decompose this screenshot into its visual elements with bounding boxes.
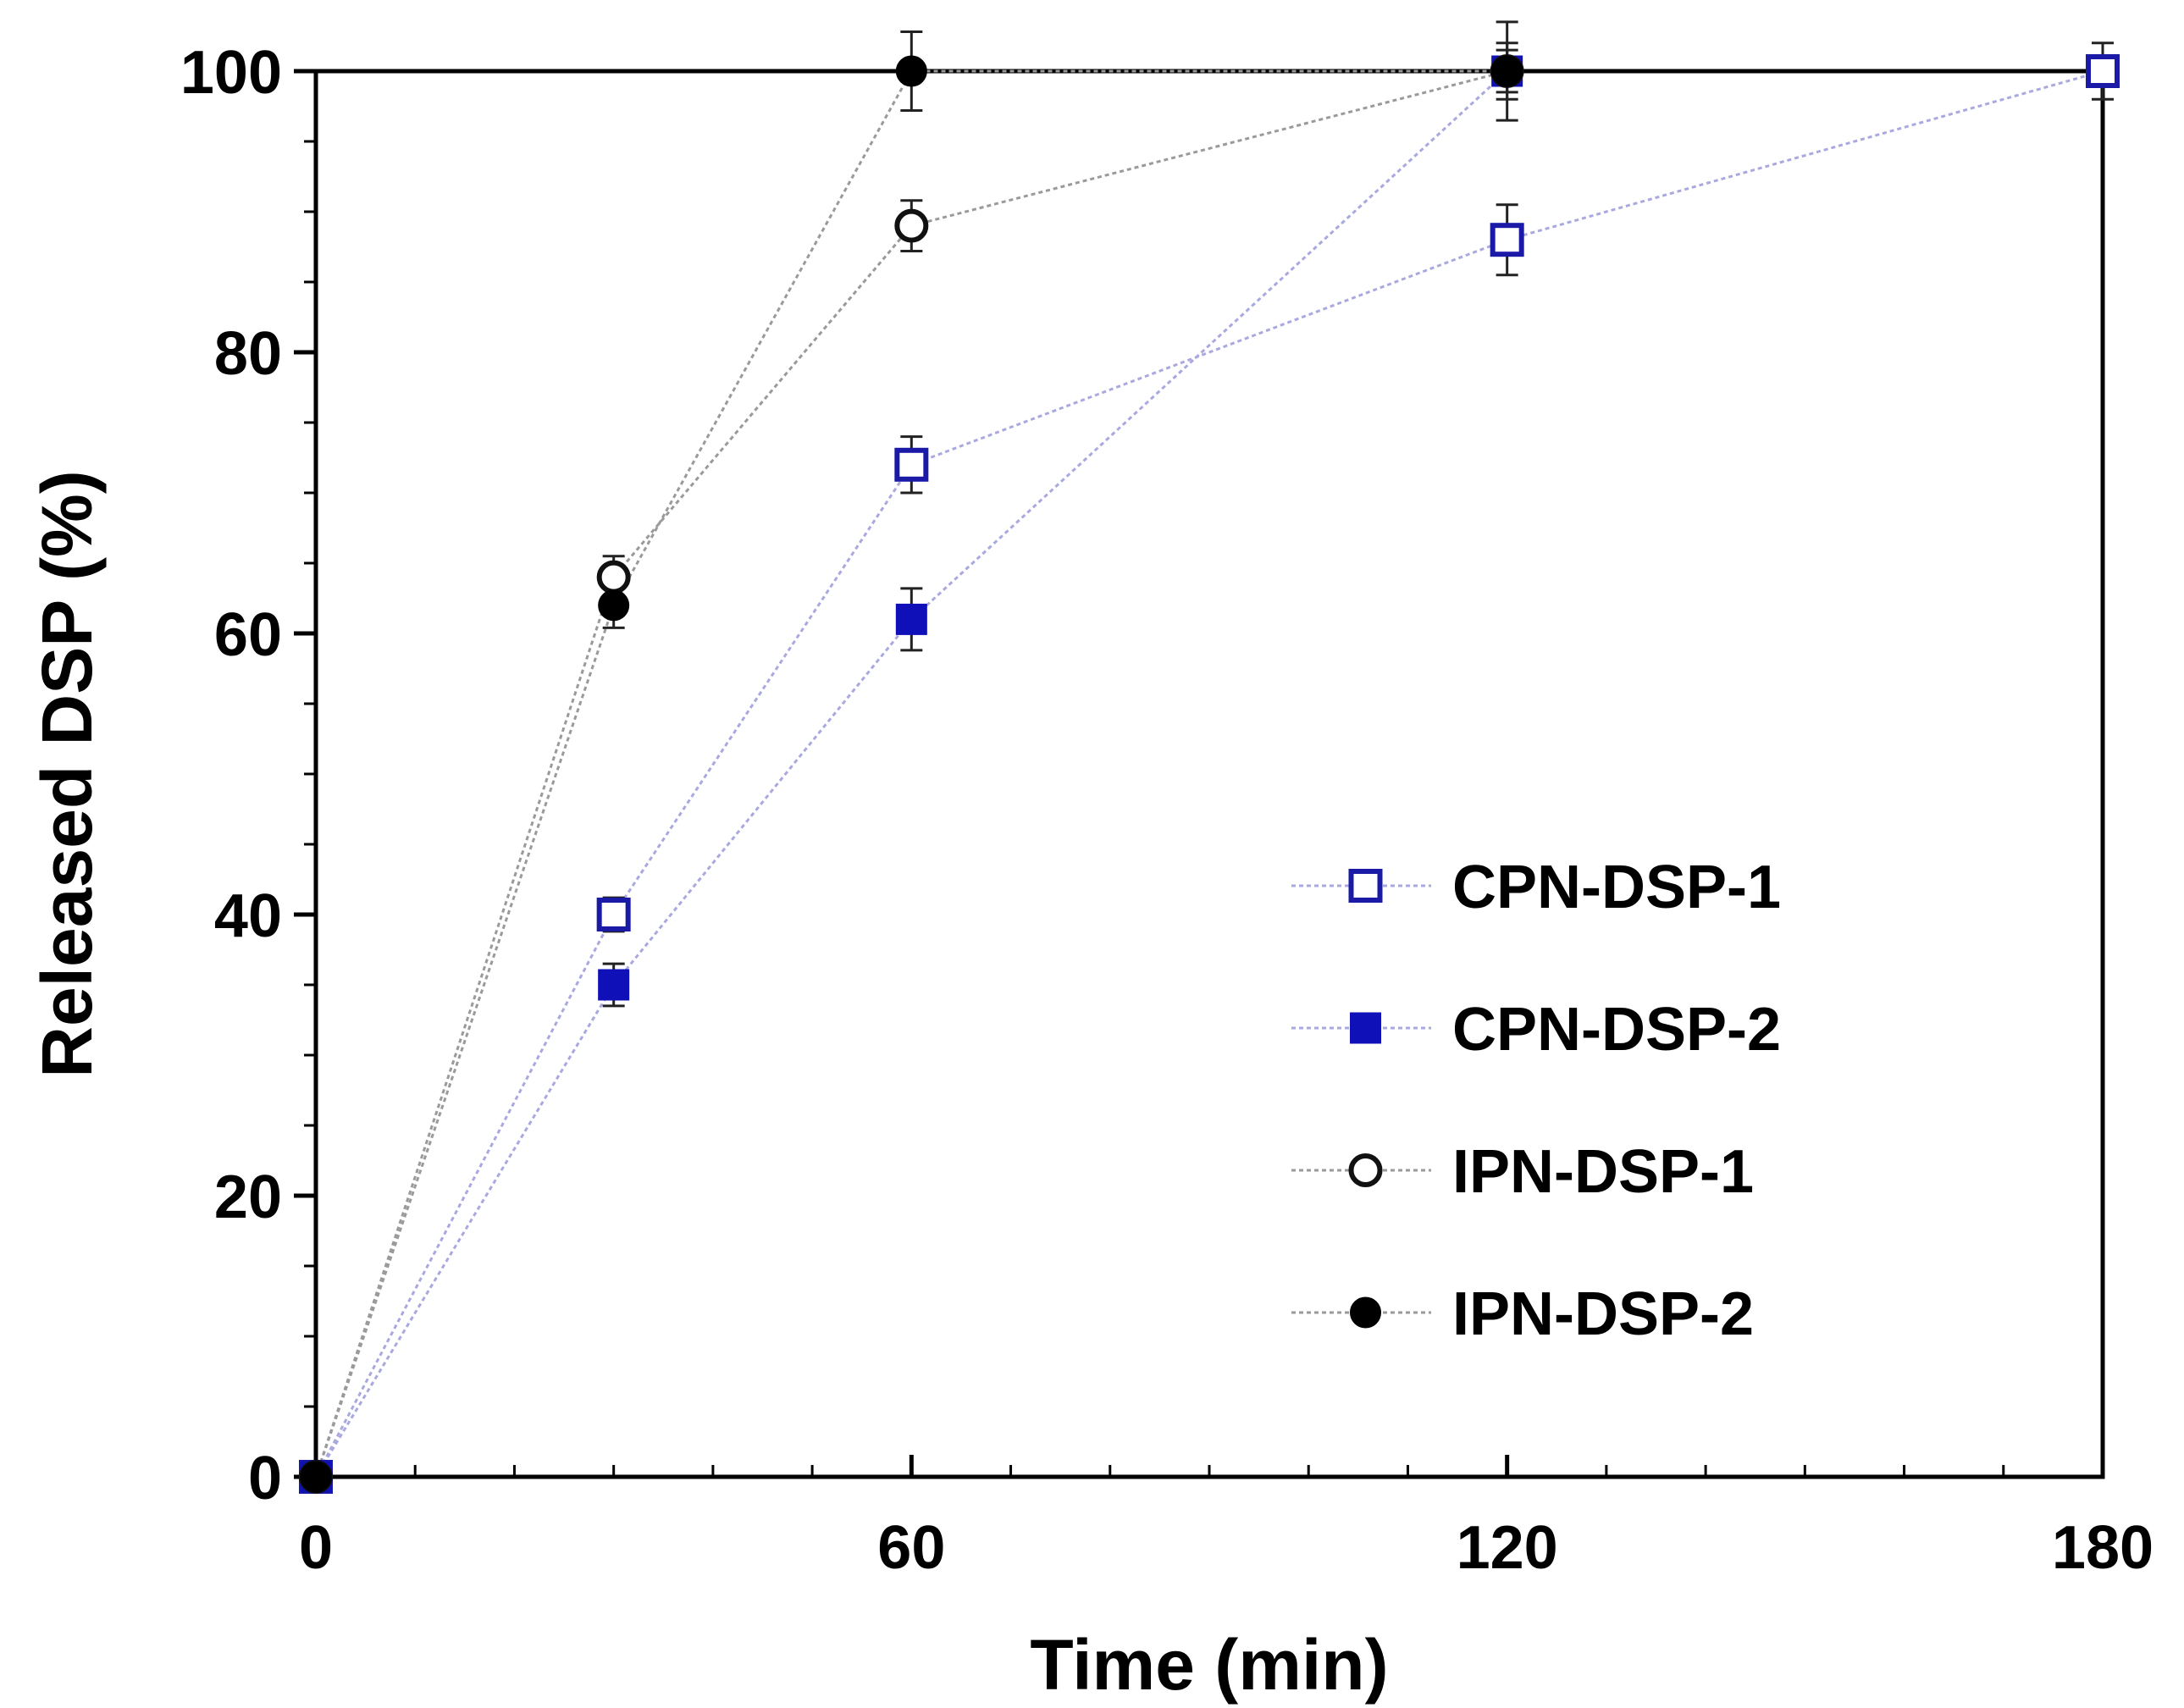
legend-marker [1348, 1153, 1383, 1187]
data-point-CPN-DSP-1 [2086, 54, 2120, 88]
y-tick-label: 20 [214, 1164, 282, 1231]
series-line-IPN-DSP-1 [314, 69, 1508, 1478]
legend-label: CPN-DSP-1 [1452, 854, 1781, 921]
y-tick-label: 100 [180, 39, 282, 107]
y-tick-label: 40 [214, 882, 282, 950]
series-lines [314, 69, 2104, 1478]
legend-item: CPN-DSP-2 [1291, 996, 1781, 1064]
data-point-IPN-DSP-2 [1491, 55, 1523, 87]
data-point-IPN-DSP-2 [598, 589, 630, 622]
data-point-IPN-DSP-1 [596, 560, 631, 594]
series-line-IPN-DSP-2 [314, 69, 1507, 1478]
series-line-CPN-DSP-1 [314, 69, 2104, 1478]
legend-item: IPN-DSP-1 [1291, 1138, 1754, 1206]
data-point-CPN-DSP-2 [895, 603, 927, 635]
series-line-CPN-DSP-2 [314, 69, 1508, 1478]
data-point-CPN-DSP-1 [596, 898, 631, 931]
x-axis-title: Time (min) [1030, 1625, 1388, 1705]
y-tick-labels: 0 20 40 60 80 100 [180, 39, 282, 1512]
data-point-CPN-DSP-1 [894, 447, 929, 482]
y-tick-label: 60 [214, 601, 282, 669]
plot-frame [313, 69, 2105, 1479]
legend: CPN-DSP-1 CPN-DSP-2 IPN-DSP-1 IPN-DSP-2 [1291, 854, 1781, 1348]
error-bars [602, 20, 2114, 1008]
x-tick-label: 180 [2052, 1514, 2154, 1582]
legend-item: IPN-DSP-2 [1291, 1280, 1754, 1348]
data-point-IPN-DSP-2 [895, 55, 927, 87]
y-tick-label: 0 [248, 1445, 282, 1512]
legend-label: IPN-DSP-1 [1452, 1138, 1754, 1206]
data-point-IPN-DSP-2 [300, 1461, 332, 1493]
y-tick-label: 80 [214, 320, 282, 388]
minor-ticks [304, 140, 2005, 1477]
x-tick-label: 120 [1457, 1514, 1558, 1582]
data-point-CPN-DSP-1 [1490, 223, 1524, 257]
data-point-CPN-DSP-2 [598, 969, 630, 1001]
data-points [299, 54, 2120, 1494]
y-axis-title: Released DSP (%) [27, 470, 107, 1077]
x-tick-label: 60 [877, 1514, 945, 1582]
data-point-IPN-DSP-1 [894, 208, 929, 243]
legend-marker [1348, 869, 1383, 903]
x-tick-label: 0 [299, 1514, 333, 1582]
legend-label: CPN-DSP-2 [1452, 996, 1781, 1064]
legend-marker [1350, 1012, 1381, 1044]
legend-item: CPN-DSP-1 [1291, 854, 1781, 921]
legend-label: IPN-DSP-2 [1452, 1280, 1754, 1348]
major-ticks [294, 69, 2105, 1479]
x-tick-labels: 0 60 120 180 [299, 1514, 2154, 1582]
legend-marker [1350, 1296, 1381, 1329]
